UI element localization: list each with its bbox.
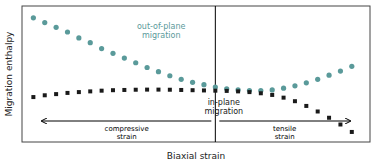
point-square <box>134 88 138 92</box>
y-axis-label: Migration enthalpy <box>4 31 14 116</box>
point-circle <box>235 87 240 92</box>
point-circle <box>88 40 93 45</box>
annotation-line: strain <box>117 133 137 141</box>
point-square <box>88 89 92 93</box>
point-square <box>293 99 297 103</box>
series-label-line: out-of-plane <box>137 22 186 31</box>
x-axis-label: Biaxial strain <box>167 151 226 161</box>
annotation: tensilestrain <box>273 125 296 141</box>
annotation-arrow <box>219 121 350 122</box>
point-square <box>179 88 183 92</box>
point-square <box>65 91 69 95</box>
point-circle <box>201 82 206 87</box>
point-square <box>191 88 195 92</box>
point-circle <box>349 64 354 69</box>
point-square <box>202 88 206 92</box>
reference-line <box>215 6 216 142</box>
point-square <box>168 88 172 92</box>
series <box>31 15 355 93</box>
annotation: compressivestrain <box>105 125 149 141</box>
point-circle <box>110 51 115 56</box>
point-square <box>270 93 274 97</box>
plot-area <box>31 6 355 142</box>
point-square <box>31 95 35 99</box>
point-circle <box>65 29 70 34</box>
chart: out-of-planemigrationin-planemigrationco… <box>0 0 378 162</box>
plot-frame <box>22 6 370 142</box>
point-square <box>43 93 47 97</box>
series <box>31 88 353 134</box>
series-label-line: in-plane <box>208 98 240 107</box>
point-square <box>100 89 104 93</box>
annotation-line: compressive <box>105 125 149 133</box>
point-circle <box>167 73 172 78</box>
point-square <box>316 109 320 113</box>
point-square <box>327 116 331 120</box>
point-circle <box>326 73 331 78</box>
point-square <box>259 91 263 95</box>
point-square <box>350 130 354 134</box>
point-square <box>213 89 217 93</box>
point-circle <box>133 60 138 65</box>
point-circle <box>42 20 47 25</box>
annotation-line: strain <box>275 133 295 141</box>
point-square <box>338 122 342 126</box>
series-label-line: migration <box>205 107 244 116</box>
point-circle <box>281 86 286 91</box>
point-circle <box>270 87 275 92</box>
annotation-arrow <box>42 121 211 122</box>
point-square <box>145 88 149 92</box>
series-label: in-planemigration <box>205 98 244 116</box>
point-circle <box>338 68 343 73</box>
point-circle <box>292 83 297 88</box>
point-circle <box>144 65 149 70</box>
point-square <box>77 90 81 94</box>
point-square <box>225 89 229 93</box>
point-square <box>247 90 251 94</box>
point-square <box>122 88 126 92</box>
series-label-line: migration <box>142 31 181 40</box>
point-circle <box>190 80 195 85</box>
point-circle <box>247 88 252 93</box>
point-square <box>111 88 115 92</box>
series-label: out-of-planemigration <box>137 22 186 40</box>
point-circle <box>315 77 320 82</box>
point-circle <box>122 55 127 60</box>
point-circle <box>99 46 104 51</box>
point-circle <box>156 69 161 74</box>
point-square <box>304 104 308 108</box>
point-circle <box>76 35 81 40</box>
point-square <box>282 96 286 100</box>
point-square <box>54 92 58 96</box>
point-circle <box>31 15 36 20</box>
point-circle <box>179 77 184 82</box>
point-circle <box>304 80 309 85</box>
point-square <box>156 88 160 92</box>
annotation-line: tensile <box>273 125 296 133</box>
point-square <box>236 89 240 93</box>
point-circle <box>54 25 59 30</box>
